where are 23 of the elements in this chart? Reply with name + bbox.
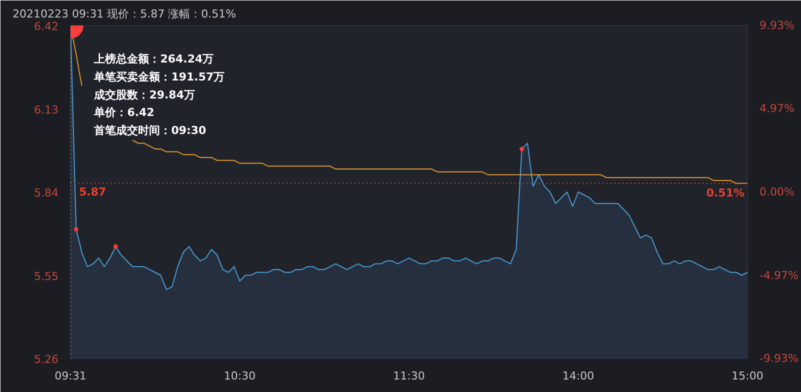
y2-tick-label: 9.93% <box>760 19 794 32</box>
x-tick-label: 09:31 <box>54 370 86 382</box>
chart-title: 20210223 09:31 现价：5.87 涨幅：0.51% <box>12 8 236 20</box>
annotation: 首笔成交时间：09:30 <box>93 124 207 138</box>
x-tick-label: 14:00 <box>562 370 594 382</box>
x-tick-label: 11:30 <box>393 370 425 382</box>
y-tick-label: 6.13 <box>34 103 59 116</box>
annotation: 单价：6.42 <box>93 106 154 120</box>
y2-tick-label: -9.93% <box>760 352 798 365</box>
y-tick-label: 5.26 <box>34 353 59 366</box>
y2-tick-label: 4.97% <box>760 102 794 116</box>
annotation: 成交股数：29.84万 <box>93 88 195 102</box>
ref-line-label: 5.87 <box>78 185 106 198</box>
y2-tick-label: 0.00% <box>760 186 794 198</box>
x-tick-label: 15:00 <box>732 370 764 382</box>
y2-tick-label: -4.97% <box>760 268 798 282</box>
y-tick-label: 6.42 <box>34 20 59 33</box>
annotation: 上榜总金额：264.24万 <box>93 52 214 66</box>
x-tick-label: 10:30 <box>224 370 256 382</box>
annotation: 0.51% <box>706 186 745 200</box>
y-tick-label: 5.55 <box>34 270 59 283</box>
y-tick-label: 5.84 <box>34 186 59 200</box>
annotation: 单笔买卖金额：191.57万 <box>93 70 225 84</box>
